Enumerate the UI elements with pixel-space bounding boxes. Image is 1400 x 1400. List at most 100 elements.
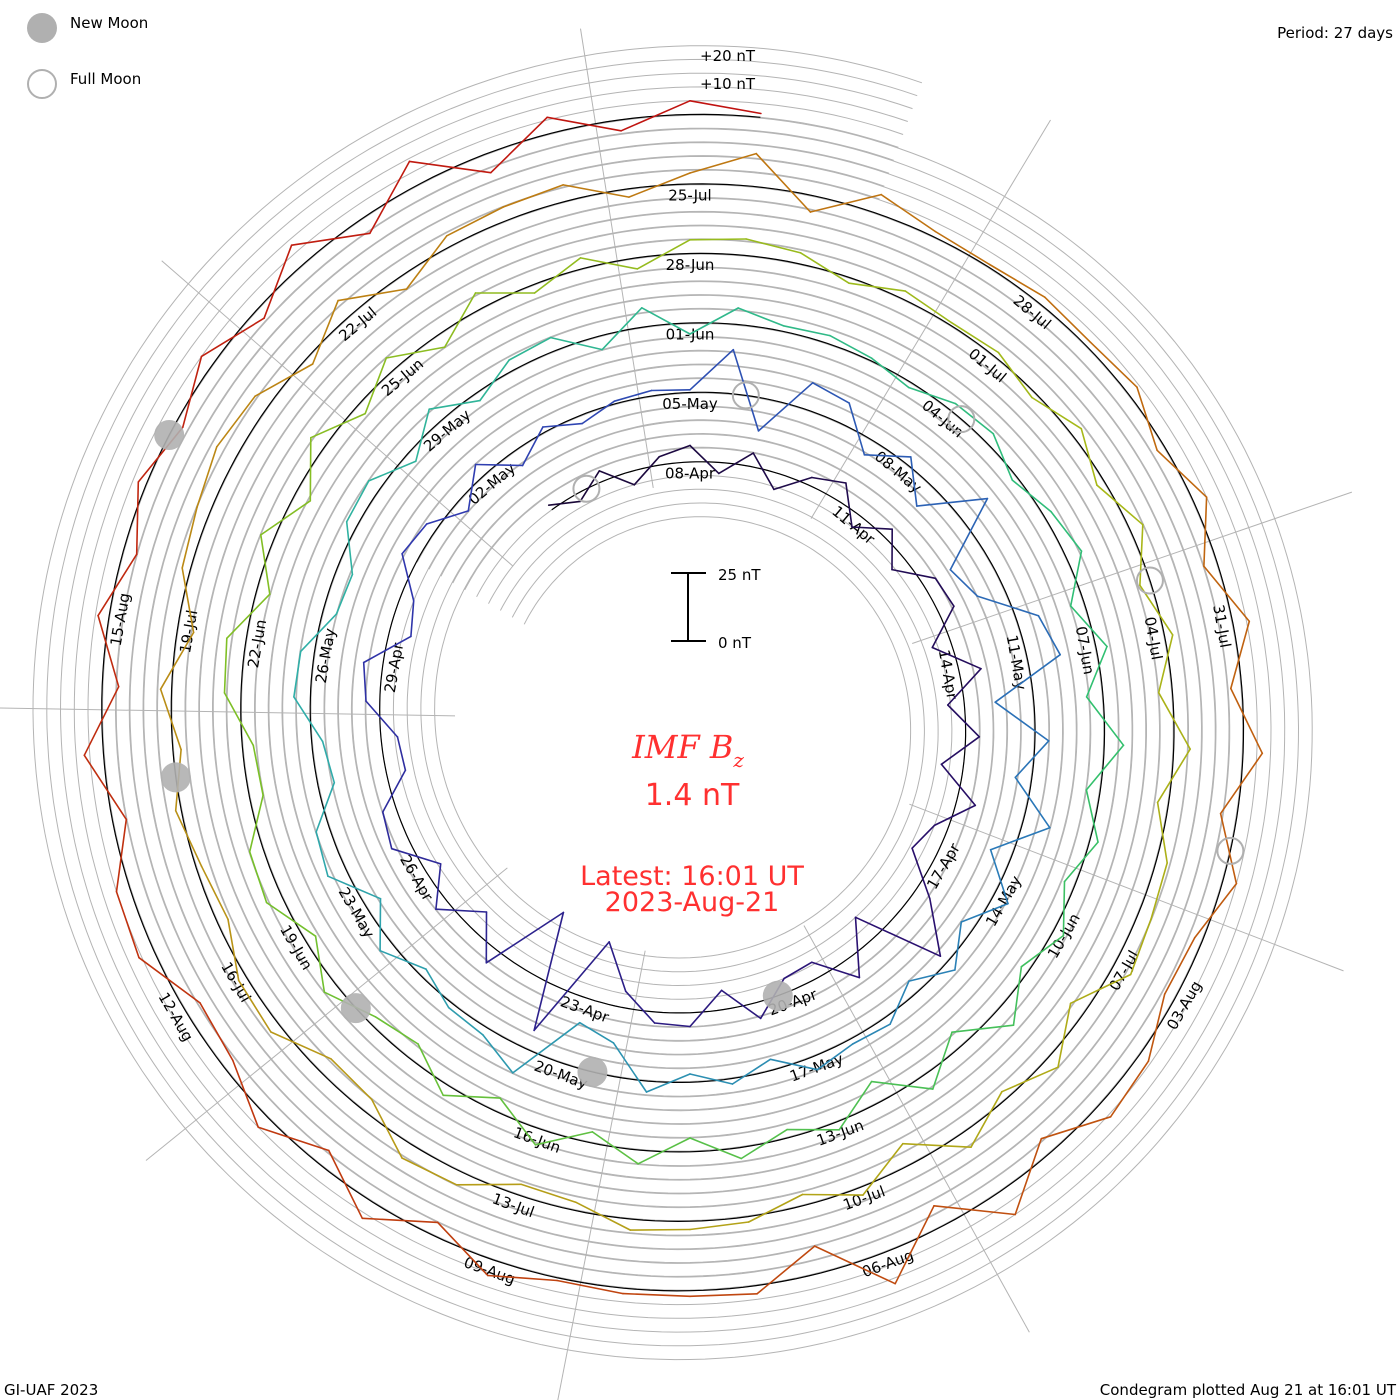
- bz-segment: [591, 1131, 639, 1165]
- bz-segment: [949, 497, 989, 571]
- bz-segment: [265, 901, 317, 938]
- chart-title: IMF Bz: [631, 728, 744, 772]
- bz-segment: [915, 497, 989, 507]
- bz-segment: [474, 463, 524, 467]
- bz-segment: [1156, 748, 1191, 804]
- spoke-line: [0, 707, 456, 717]
- bz-segment: [848, 402, 866, 456]
- bz-segment: [891, 568, 937, 580]
- bz-segment: [946, 667, 982, 706]
- bz-segment: [894, 1205, 935, 1285]
- bz-segment: [511, 1021, 581, 1074]
- latest-time: Latest: 16:01 UT: [580, 861, 804, 892]
- bz-segment: [989, 848, 1009, 905]
- bz-segment: [689, 989, 723, 1028]
- full-moon-marker: [947, 405, 976, 434]
- bz-segment: [263, 244, 293, 320]
- bz-segment: [196, 445, 218, 509]
- bz-segment: [369, 160, 411, 235]
- spoke-line: [580, 28, 654, 488]
- bz-segment: [115, 818, 128, 893]
- bz-segment: [640, 306, 691, 335]
- bz-segment: [740, 1128, 788, 1160]
- bz-segment: [689, 1221, 750, 1231]
- bz-segment: [311, 299, 339, 365]
- new-moon-marker: [762, 980, 793, 1011]
- bz-segment: [335, 573, 354, 615]
- bz-segment: [83, 754, 128, 821]
- bz-segment: [1050, 510, 1083, 552]
- bz-segment: [909, 456, 918, 507]
- scale-top-label: 25 nT: [718, 566, 761, 584]
- bz-segment: [816, 1043, 854, 1071]
- date-label: 25-Jul: [668, 187, 711, 205]
- bz-segment: [401, 523, 428, 555]
- bz-segment: [1157, 691, 1191, 750]
- bz-segment: [689, 152, 758, 174]
- bz-segment: [1163, 936, 1196, 995]
- bz-segment: [689, 100, 762, 115]
- full-moon-marker: [572, 474, 601, 503]
- bz-segment: [757, 381, 814, 432]
- current-value: 1.4 nT: [645, 778, 740, 813]
- bz-segment: [720, 989, 762, 1020]
- bz-segment: [410, 599, 415, 638]
- grid-line: [32, 45, 1313, 1361]
- bz-segment: [689, 1293, 758, 1298]
- spoke-line: [557, 950, 646, 1400]
- bz-segment: [645, 1073, 691, 1093]
- bz-segment: [624, 990, 656, 1024]
- bz-segment: [1136, 386, 1158, 452]
- bz-segment: [845, 482, 853, 528]
- bz-segment: [851, 526, 894, 531]
- bz-segment: [628, 172, 691, 198]
- bz-segment: [1014, 740, 1050, 779]
- bz-segment: [174, 809, 203, 868]
- bz-segment: [1040, 1116, 1112, 1140]
- bz-segment: [931, 646, 982, 670]
- bz-segment: [445, 206, 505, 237]
- bz-segment: [390, 847, 442, 865]
- bz-segment: [1219, 812, 1238, 885]
- bz-segment: [374, 1015, 419, 1045]
- bz-segment: [1044, 296, 1092, 344]
- bz-segment: [1085, 744, 1125, 791]
- bz-segment: [417, 1043, 445, 1097]
- grid-line: [142, 155, 1203, 1251]
- bz-segment: [581, 400, 616, 425]
- bz-segment: [502, 184, 565, 208]
- bz-segment: [381, 811, 393, 850]
- bz-segment: [851, 1023, 891, 1045]
- bz-segment: [396, 736, 407, 772]
- new-moon-marker: [577, 1056, 608, 1087]
- bz-segment: [1230, 620, 1251, 690]
- bz-segment: [199, 1002, 234, 1062]
- bz-segment: [976, 595, 1040, 617]
- bz-segment: [689, 307, 740, 335]
- bz-segment: [1157, 634, 1174, 694]
- bz-segment: [934, 230, 991, 266]
- bz-segment: [769, 1058, 819, 1071]
- spoke-line: [909, 803, 1344, 972]
- bz-segment: [1069, 973, 1132, 1005]
- bz-segment: [637, 1137, 691, 1165]
- bz-segment: [773, 476, 813, 491]
- bz-segment: [1156, 449, 1208, 499]
- bz-segment: [425, 968, 450, 1009]
- bz-segment: [809, 193, 883, 213]
- spoke-line: [145, 867, 508, 1161]
- bz-segment: [447, 1006, 484, 1036]
- bz-segment: [314, 935, 326, 994]
- bz-segment: [1080, 427, 1098, 486]
- bz-segment: [988, 263, 1046, 299]
- full-moon-marker: [731, 381, 760, 410]
- bz-segment: [315, 831, 329, 878]
- bz-segment: [135, 481, 140, 556]
- bz-segment: [854, 916, 861, 979]
- bz-segment: [601, 306, 643, 351]
- bz-segment: [327, 1149, 364, 1220]
- bz-segment: [994, 701, 1050, 742]
- bz-segment: [321, 740, 336, 784]
- bz-segment: [435, 908, 488, 913]
- bz-segment: [556, 1279, 624, 1295]
